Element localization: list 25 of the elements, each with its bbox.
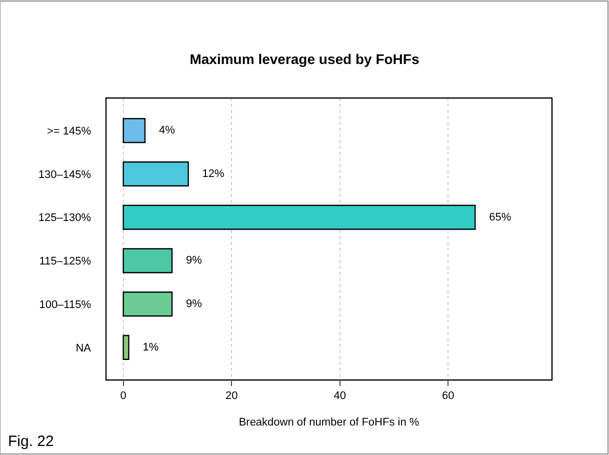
data-label: 1% [132, 341, 159, 354]
y-tick-label: 125–130% [38, 212, 92, 224]
x-axis-title: Breakdown of number of FoHFs in % [238, 416, 420, 428]
data-label: 65% [478, 211, 512, 224]
y-tick-label: NA [76, 342, 92, 354]
x-tick-label: 60 [442, 390, 454, 402]
chart-title: Maximum leverage used by FoHFs [190, 51, 420, 68]
y-tick-label: >= 145% [46, 125, 92, 138]
bar [122, 118, 146, 144]
y-tick-label: 100–115% [39, 298, 92, 311]
y-tick-label: 130–145% [38, 168, 92, 181]
bar [122, 161, 189, 186]
data-label: 12% [191, 168, 225, 180]
bar [122, 204, 476, 230]
data-label: 9% [175, 298, 202, 310]
bar [122, 334, 130, 360]
data-label: 9% [175, 254, 202, 267]
data-label: 4% [148, 124, 176, 137]
caption: Fig. 22 [8, 433, 54, 450]
x-tick-label: 0 [120, 390, 126, 402]
x-tick-label: 40 [334, 390, 346, 402]
x-tick-label: 20 [225, 390, 238, 402]
bar [122, 292, 173, 317]
y-tick-label: 115–125% [39, 256, 92, 268]
bar [122, 248, 173, 274]
